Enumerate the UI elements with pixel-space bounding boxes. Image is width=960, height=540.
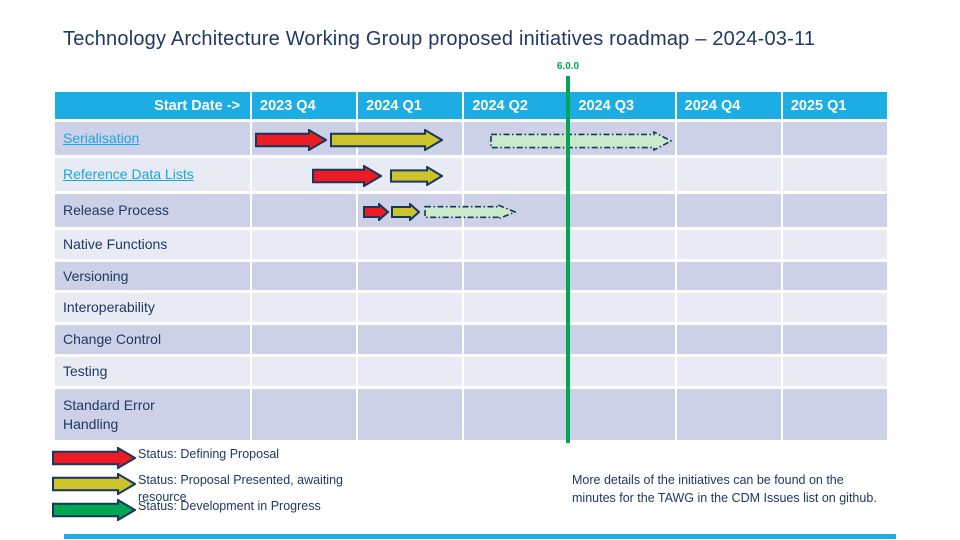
grid-cell <box>570 357 675 386</box>
row-label-versioning: Versioning <box>55 262 250 290</box>
grid-cell <box>570 293 675 322</box>
yellow-arrow-icon <box>52 472 137 496</box>
grid-cell <box>676 230 781 259</box>
grid-cell <box>252 230 357 259</box>
grid-cell <box>358 262 463 290</box>
milestone-label: 6.0.0 <box>556 61 580 72</box>
grid-cell <box>676 389 781 440</box>
grid-cell <box>782 357 887 386</box>
grid-cell <box>464 262 569 290</box>
grid-cell <box>782 293 887 322</box>
red-arrow-icon <box>52 446 137 470</box>
grid-cell <box>676 262 781 290</box>
grid-cell <box>570 230 675 259</box>
grid-cell <box>358 325 463 354</box>
grid-cell <box>252 293 357 322</box>
header-quarter: 2023 Q4 <box>252 92 357 119</box>
table-row: Change Control <box>55 325 887 354</box>
grid-cell <box>358 194 463 227</box>
grid-cell <box>782 389 887 440</box>
row-label-change-control: Change Control <box>55 325 250 354</box>
legend-label: Status: Development in Progress <box>138 499 321 513</box>
legend-label: Status: Proposal Presented, awaiting res… <box>138 473 343 504</box>
table-row: Native Functions <box>55 230 887 259</box>
grid-cell <box>570 122 675 155</box>
grid-cell <box>676 122 781 155</box>
table-row: Serialisation <box>55 122 887 155</box>
grid-cell <box>782 325 887 354</box>
header-quarter: 2024 Q1 <box>358 92 463 119</box>
legend-item-proposal-presented: Status: Proposal Presented, awaiting res… <box>52 472 412 504</box>
roadmap-table: Start Date -> 2023 Q4 2024 Q1 2024 Q2 2024 Q… <box>55 92 887 443</box>
legend-label: Status: Defining Proposal <box>138 447 280 461</box>
grid-cell <box>676 357 781 386</box>
table-row: Standard Error Handling <box>55 389 887 440</box>
grid-cell <box>782 194 887 227</box>
table-row: Release Process <box>55 194 887 227</box>
grid-cell <box>252 357 357 386</box>
grid-cell <box>464 325 569 354</box>
grid-cell <box>252 194 357 227</box>
grid-cell <box>570 389 675 440</box>
grid-cell <box>358 122 463 155</box>
grid-cell <box>464 194 569 227</box>
legend-item-development-in-progress: Status: Development in Progress <box>52 498 412 522</box>
table-row: Testing <box>55 357 887 386</box>
grid-cell <box>782 122 887 155</box>
row-label-interoperability: Interoperability <box>55 293 250 322</box>
grid-cell <box>570 262 675 290</box>
grid-cell <box>570 194 675 227</box>
legend-item-defining-proposal: Status: Defining Proposal <box>52 446 412 470</box>
grid-cell <box>464 389 569 440</box>
page-title: Technology Architecture Working Group pr… <box>63 28 816 50</box>
table-body: Serialisation Reference Data Lists Release… <box>55 122 887 440</box>
footer-accent-bar <box>64 534 896 539</box>
row-label-native-functions: Native Functions <box>55 230 250 259</box>
grid-cell <box>252 325 357 354</box>
row-label-serialisation[interactable]: Serialisation <box>55 122 250 155</box>
table-row: Interoperability <box>55 293 887 322</box>
grid-cell <box>570 158 675 191</box>
header-quarter: 2024 Q3 <box>570 92 675 119</box>
row-label-testing: Testing <box>55 357 250 386</box>
grid-cell <box>782 158 887 191</box>
grid-cell <box>464 230 569 259</box>
grid-cell <box>358 230 463 259</box>
grid-cell <box>676 158 781 191</box>
row-label-reference-data-lists[interactable]: Reference Data Lists <box>55 158 250 191</box>
header-quarter: 2025 Q1 <box>782 92 887 119</box>
table-header: Start Date -> 2023 Q4 2024 Q1 2024 Q2 2024 Q… <box>55 92 887 119</box>
header-quarter: 2024 Q4 <box>676 92 781 119</box>
grid-cell <box>676 325 781 354</box>
grid-cell <box>358 158 463 191</box>
grid-cell <box>252 262 357 290</box>
grid-cell <box>252 389 357 440</box>
row-label-release-process: Release Process <box>55 194 250 227</box>
grid-cell <box>464 158 569 191</box>
table-row: Reference Data Lists <box>55 158 887 191</box>
header-quarter: 2024 Q2 <box>464 92 569 119</box>
grid-cell <box>676 293 781 322</box>
milestone-line <box>566 76 570 443</box>
grid-cell <box>358 357 463 386</box>
table-row: Versioning <box>55 262 887 290</box>
header-start-date: Start Date -> <box>55 92 250 119</box>
grid-cell <box>464 293 569 322</box>
grid-cell <box>358 293 463 322</box>
grid-cell <box>570 325 675 354</box>
green-arrow-icon <box>52 498 137 522</box>
footnote: More details of the initiatives can be f… <box>572 473 877 505</box>
grid-cell <box>782 230 887 259</box>
grid-cell <box>358 389 463 440</box>
grid-cell <box>464 357 569 386</box>
grid-cell <box>464 122 569 155</box>
grid-cell <box>782 262 887 290</box>
grid-cell <box>676 194 781 227</box>
row-label-standard-error-handling: Standard Error Handling <box>55 389 250 440</box>
grid-cell <box>252 122 357 155</box>
grid-cell <box>252 158 357 191</box>
